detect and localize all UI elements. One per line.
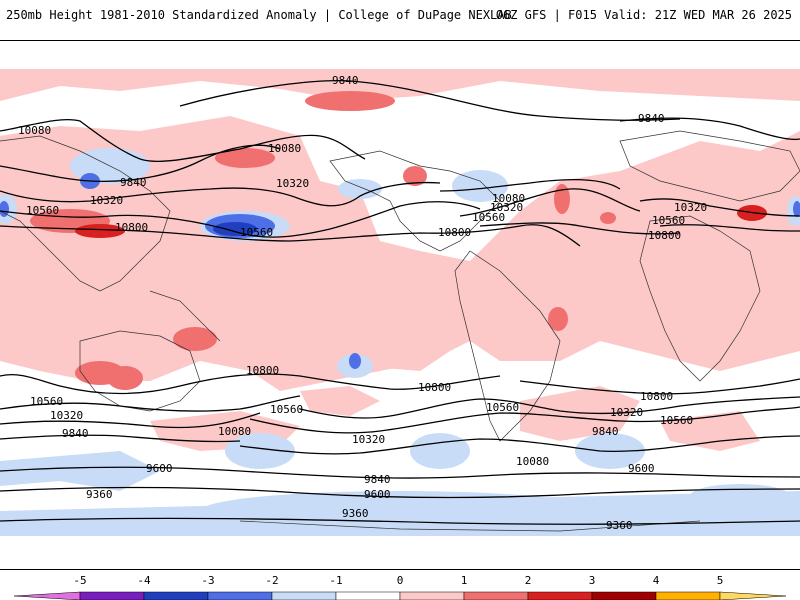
anomaly-map: 9840 9840 10080 10080 9840 10320 10560 1…	[0, 40, 800, 570]
colorbar-segment	[143, 591, 209, 600]
colorbar-segment	[399, 591, 465, 600]
colorbar-segment	[463, 591, 529, 600]
colorbar-segments	[13, 591, 787, 600]
contour-label: 10560	[240, 226, 273, 239]
contour-label: 9840	[120, 176, 147, 189]
contour-label: 10800	[640, 390, 673, 403]
contour-label: 10320	[352, 433, 385, 446]
model-valid-time: 06Z GFS | F015 Valid: 21Z WED MAR 26 202…	[495, 8, 792, 22]
contour-label: 9360	[86, 488, 113, 501]
contour-label: 10800	[418, 381, 451, 394]
contour-label: 9840	[592, 425, 619, 438]
contour-label: 10320	[90, 194, 123, 207]
contour-label: 10800	[648, 229, 681, 242]
colorbar-segment	[79, 591, 145, 600]
header-bar: 250mb Height 1981-2010 Standardized Anom…	[0, 0, 800, 40]
contour-label: 9600	[146, 462, 173, 475]
contour-label: 10080	[18, 124, 51, 137]
contour-label: 10560	[486, 401, 519, 414]
contour-label: 10560	[26, 204, 59, 217]
contour-label: 10320	[610, 406, 643, 419]
contour-label: 9840	[364, 473, 391, 486]
strong-negative-anomaly-fill	[0, 173, 800, 369]
contour-label: 10560	[652, 214, 685, 227]
colorbar-segment	[591, 591, 657, 600]
colorbar-tick-label: 3	[588, 574, 596, 587]
colorbar-tick-label: -4	[137, 574, 151, 587]
colorbar-segment	[335, 591, 401, 600]
contour-label: 10560	[270, 403, 303, 416]
contour-label: 10560	[30, 395, 63, 408]
contour-label: 10080	[516, 455, 549, 468]
colorbar-tick-label: 2	[524, 574, 532, 587]
contour-label: 10800	[438, 226, 471, 239]
colorbar-tick-label: 4	[652, 574, 660, 587]
colorbar-segment	[655, 591, 721, 600]
colorbar-tick-label: -5	[73, 574, 87, 587]
contour-labels: 9840 9840 10080 10080 9840 10320 10560 1…	[18, 74, 707, 532]
contour-label: 10080	[218, 425, 251, 438]
positive-anomaly-fill	[0, 69, 800, 451]
colorbar-segment	[527, 591, 593, 600]
contour-label: 9840	[638, 112, 665, 125]
map-title: 250mb Height 1981-2010 Standardized Anom…	[6, 8, 512, 22]
colorbar-tick-label: 5	[716, 574, 724, 587]
contour-label: 9600	[628, 462, 655, 475]
contour-label: 10560	[660, 414, 693, 427]
contour-label: 9600	[364, 488, 391, 501]
contour-label: 10080	[492, 192, 525, 205]
colorbar-tick-label: -3	[201, 574, 215, 587]
colorbar-arrow-right	[719, 591, 787, 600]
contour-label: 9840	[62, 427, 89, 440]
contour-label: 10320	[490, 201, 523, 214]
contour-label: 9840	[332, 74, 359, 87]
contour-label: 10320	[674, 201, 707, 214]
contour-label: 9360	[606, 519, 633, 532]
colorbar-tick-label: 1	[460, 574, 468, 587]
colorbar-arrow-left	[13, 591, 81, 600]
strong-positive-anomaly-fill	[30, 91, 767, 390]
coastlines	[0, 130, 800, 532]
contour-label: 10320	[50, 409, 83, 422]
colorbar-tick-label: 0	[396, 574, 404, 587]
colorbar-tick-label: -2	[265, 574, 279, 587]
contour-label: 9360	[342, 507, 369, 520]
contour-label: 10800	[115, 221, 148, 234]
colorbar-segment	[271, 591, 337, 600]
contour-label: 10560	[472, 211, 505, 224]
contour-label: 10320	[276, 177, 309, 190]
anomaly-colorbar: -5 -4 -3 -2 -1 0 1 2 3 4 5	[0, 570, 800, 600]
contour-label: 10080	[268, 142, 301, 155]
colorbar-tick-label: -1	[329, 574, 343, 587]
height-contours	[0, 80, 800, 525]
contour-label: 10800	[246, 364, 279, 377]
colorbar-segment	[207, 591, 273, 600]
